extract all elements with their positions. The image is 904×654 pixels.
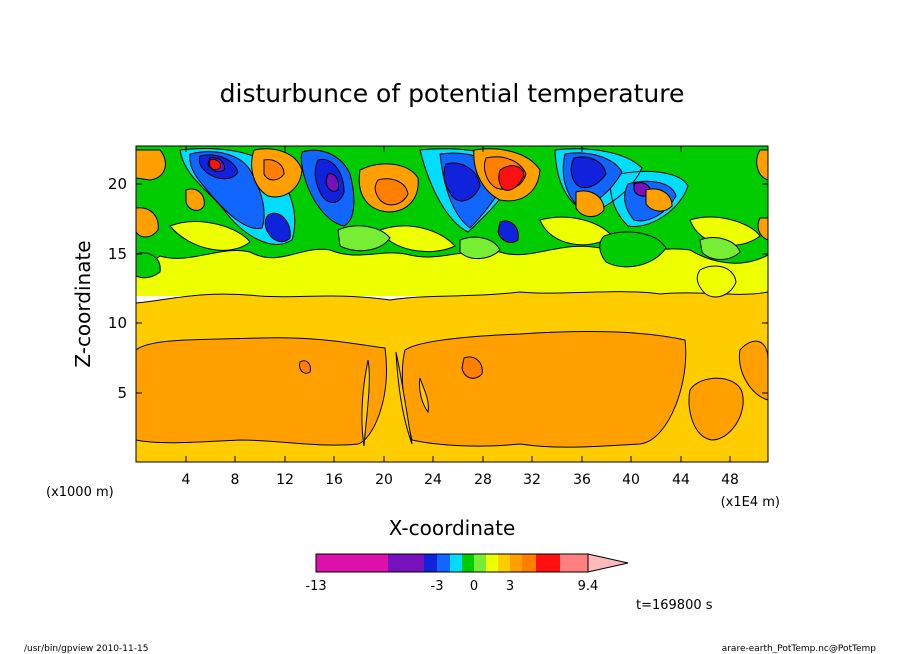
x-unit-left: (x1000 m) <box>46 485 114 500</box>
colorbar-frame <box>315 553 589 573</box>
colorbar-segment <box>462 554 474 572</box>
upper-orange-cells <box>136 148 768 241</box>
colorbar-segment <box>474 554 486 572</box>
lower-cell-edge <box>738 340 768 401</box>
colorbar-segment <box>424 554 437 572</box>
x-axis-label: X-coordinate <box>389 516 516 540</box>
upper-cyan-cells <box>179 148 689 245</box>
colorbar-segment <box>450 554 462 572</box>
x-tick-label: 4 <box>182 472 191 488</box>
x-tick-label: 32 <box>523 472 541 488</box>
x-tick-label: 44 <box>672 472 690 488</box>
plume-structure <box>361 351 429 447</box>
x-tick-label: 12 <box>276 472 294 488</box>
x-tick-label: 40 <box>622 472 640 488</box>
layer-lower-right <box>401 331 687 448</box>
footer-right: arare-earth_PotTemp.nc@PotTemp <box>722 644 877 654</box>
upper-yellow-cells <box>169 216 761 253</box>
colorbar-label: -13 <box>305 579 326 594</box>
y-tick-label: 15 <box>108 245 127 263</box>
upper-green-cells <box>136 231 667 279</box>
y-tick-label: 20 <box>108 175 127 193</box>
plot-frame <box>135 145 769 463</box>
x-ticks <box>185 146 731 462</box>
colorbar-segment <box>510 554 522 572</box>
y-tick-labels: 5 10 15 20 <box>108 175 127 402</box>
colorbar <box>315 553 629 573</box>
colorbar-segment <box>388 554 424 572</box>
time-label: t=169800 s <box>636 598 713 613</box>
x-tick-label: 16 <box>325 472 343 488</box>
y-ticks <box>136 183 768 394</box>
upper-blue-cells <box>189 149 677 229</box>
plot-area <box>136 146 768 462</box>
upper-lightgreen-cells <box>337 225 741 260</box>
colorbar-label: 3 <box>506 579 514 594</box>
y-tick-label: 10 <box>108 314 127 332</box>
x-unit-right: (x1E4 m) <box>721 495 780 510</box>
y-tick-label: 5 <box>117 384 127 402</box>
colorbar-segment <box>316 554 388 572</box>
colorbar-segment <box>437 554 450 572</box>
upper-darkblue-cells <box>198 154 607 243</box>
chart-title: disturbunce of potential temperature <box>220 79 685 108</box>
footer-left: /usr/bin/gpview 2010-11-15 <box>24 644 148 654</box>
colorbar-segment <box>560 554 588 572</box>
colorbar-arrow <box>587 553 629 573</box>
small-orange-cells <box>299 356 483 379</box>
yellow-cell-right <box>696 265 737 298</box>
colorbar-labels: -13 -3 0 3 9.4 <box>305 579 598 594</box>
colorbar-segment <box>522 554 536 572</box>
x-tick-label: 24 <box>424 472 442 488</box>
colorbar-segment <box>498 554 510 572</box>
colorbar-label: -3 <box>431 579 444 594</box>
lower-cell-right <box>688 377 744 441</box>
colorbar-segment <box>486 554 498 572</box>
x-tick-label: 20 <box>375 472 393 488</box>
colorbar-label: 9.4 <box>578 579 599 594</box>
colorbar-label: 0 <box>470 579 478 594</box>
x-tick-label: 36 <box>573 472 591 488</box>
x-tick-labels: 4 8 12 16 20 24 28 32 36 40 44 48 <box>182 472 739 488</box>
colorbar-segment <box>536 554 560 572</box>
upper-red-cell <box>209 159 525 191</box>
y-axis-label: Z-coordinate <box>71 240 95 367</box>
x-tick-label: 8 <box>231 472 240 488</box>
upper-darkorange-cells <box>263 156 527 206</box>
x-tick-label: 48 <box>721 472 739 488</box>
layer-lower <box>136 337 387 446</box>
x-tick-label: 28 <box>474 472 492 488</box>
